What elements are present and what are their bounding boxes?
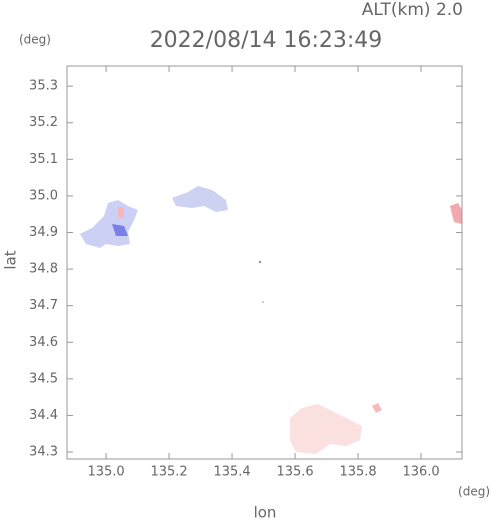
x-unit: (deg)	[458, 485, 490, 499]
echo	[262, 301, 264, 303]
echo	[258, 260, 262, 264]
x-tick-label: 135.8	[339, 465, 376, 480]
altitude-label: ALT(km) 2.0	[362, 0, 463, 20]
radar-echoes	[80, 186, 462, 454]
x-tick-label: 135.2	[150, 465, 187, 480]
y-tick-label: 35.1	[29, 152, 58, 167]
echo	[372, 403, 382, 413]
y-axis-label: lat	[2, 250, 20, 269]
y-tick-label: 34.6	[29, 335, 58, 350]
echo	[290, 404, 362, 454]
y-tick-label: 34.9	[29, 225, 58, 240]
chart-title: 2022/08/14 16:23:49	[150, 28, 383, 53]
y-tick-label: 35.2	[29, 115, 58, 130]
y-tick-label: 35.3	[29, 79, 58, 94]
y-tick-label: 34.7	[29, 298, 58, 313]
echo	[450, 203, 462, 224]
x-tick-label: 135.4	[213, 465, 250, 480]
x-axis-label: lon	[254, 504, 277, 521]
y-tick-label: 34.5	[29, 371, 58, 386]
x-tick-label: 135.6	[276, 465, 313, 480]
y-tick-label: 34.3	[29, 445, 58, 460]
echo	[118, 207, 124, 218]
x-tick-label: 136.0	[402, 465, 439, 480]
y-tick-label: 35.0	[29, 188, 58, 203]
echo	[80, 200, 138, 248]
y-tick-label: 34.8	[29, 262, 58, 277]
y-tick-label: 34.4	[29, 408, 58, 423]
echo	[112, 224, 128, 236]
echo	[172, 186, 228, 212]
x-tick-label: 135.0	[87, 465, 124, 480]
plot-frame	[66, 65, 463, 460]
y-unit: (deg)	[19, 33, 51, 47]
